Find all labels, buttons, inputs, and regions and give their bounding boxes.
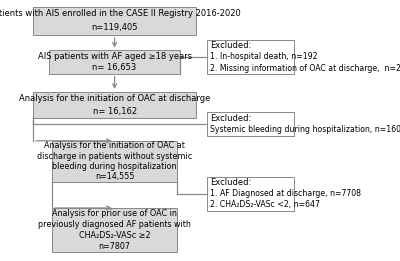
FancyBboxPatch shape <box>33 7 196 35</box>
FancyBboxPatch shape <box>33 92 196 118</box>
Text: Patients with AIS enrolled in the CASE II Registry 2016-2020: Patients with AIS enrolled in the CASE I… <box>0 9 240 18</box>
Text: n=7807: n=7807 <box>98 242 130 251</box>
Text: Excluded:: Excluded: <box>210 114 252 123</box>
FancyBboxPatch shape <box>52 208 177 252</box>
Text: Excluded:: Excluded: <box>210 178 252 187</box>
Text: 1. AF Diagnosed at discharge, n=7708: 1. AF Diagnosed at discharge, n=7708 <box>210 189 361 198</box>
Text: n=119,405: n=119,405 <box>91 23 138 32</box>
Text: 2. CHA₂DS₂-VASc <2, n=647: 2. CHA₂DS₂-VASc <2, n=647 <box>210 200 320 210</box>
FancyBboxPatch shape <box>207 40 294 74</box>
Text: CHA₂DS₂-VASc ≥2: CHA₂DS₂-VASc ≥2 <box>79 231 150 240</box>
Text: n= 16,162: n= 16,162 <box>92 107 137 116</box>
FancyBboxPatch shape <box>52 141 177 182</box>
Text: AIS patients with AF aged ≥18 years: AIS patients with AF aged ≥18 years <box>38 52 192 61</box>
Text: Analysis for the initiation of OAC at discharge: Analysis for the initiation of OAC at di… <box>19 94 210 103</box>
Text: bleeding during hospitalization: bleeding during hospitalization <box>52 162 177 171</box>
FancyBboxPatch shape <box>207 177 294 211</box>
Text: Systemic bleeding during hospitalization, n=1607: Systemic bleeding during hospitalization… <box>210 125 400 134</box>
FancyBboxPatch shape <box>207 112 294 136</box>
Text: 1. In-hospital death, n=192: 1. In-hospital death, n=192 <box>210 52 318 61</box>
Text: Excluded:: Excluded: <box>210 41 252 50</box>
Text: n= 16,653: n= 16,653 <box>92 63 137 72</box>
Text: discharge in patients without systemic: discharge in patients without systemic <box>37 152 192 161</box>
FancyBboxPatch shape <box>50 50 180 74</box>
Text: 2. Missing information of OAC at discharge,  n=299: 2. Missing information of OAC at dischar… <box>210 64 400 73</box>
Text: Analysis for prior use of OAC in: Analysis for prior use of OAC in <box>52 209 177 218</box>
Text: n=14,555: n=14,555 <box>95 173 134 181</box>
Text: Analysis for the initiation of OAC at: Analysis for the initiation of OAC at <box>44 141 185 151</box>
Text: previously diagnosed AF patients with: previously diagnosed AF patients with <box>38 220 191 229</box>
